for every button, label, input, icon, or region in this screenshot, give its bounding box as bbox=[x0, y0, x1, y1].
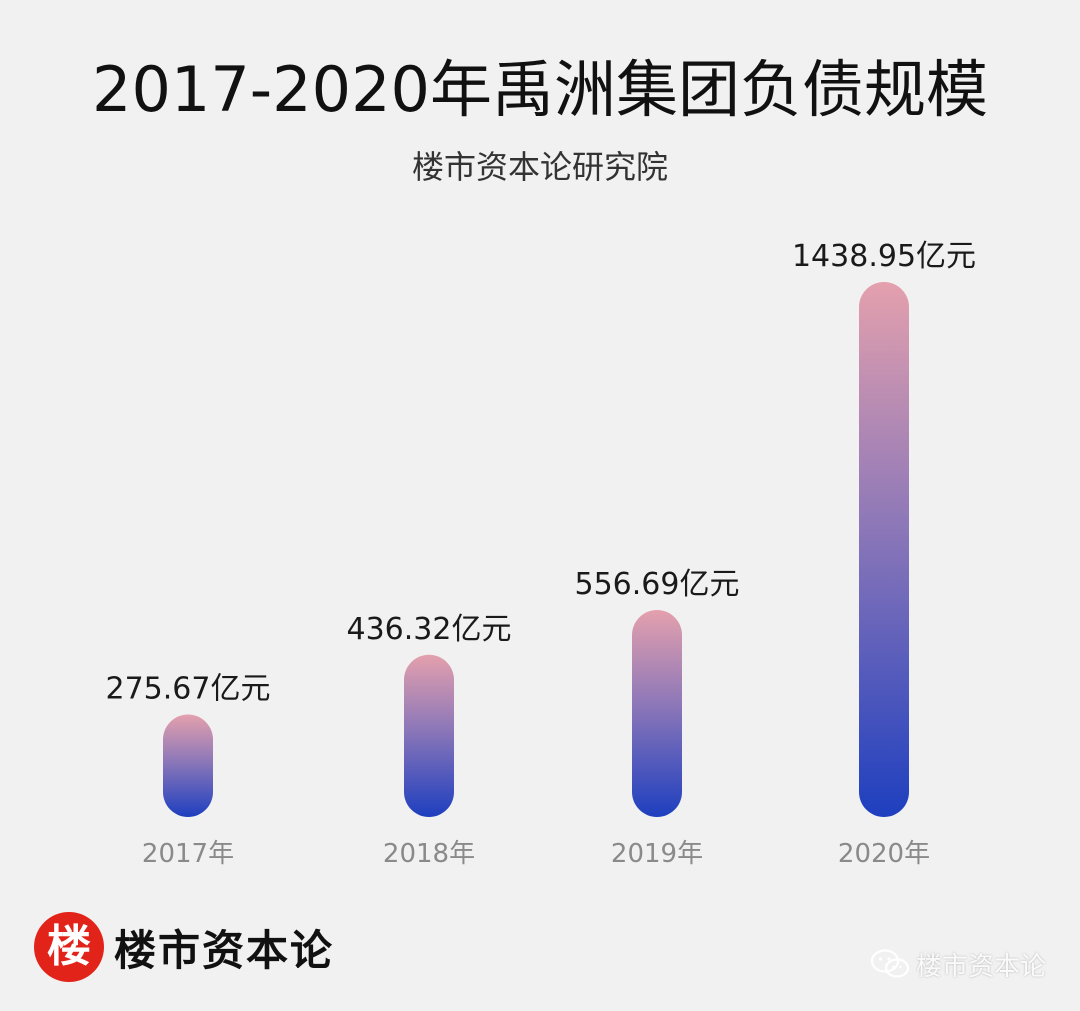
brand-name: 楼市资本论 bbox=[114, 925, 335, 975]
value-label: 556.69亿元 bbox=[575, 567, 740, 602]
wechat-icon bbox=[870, 949, 910, 978]
bar-2019年 bbox=[632, 610, 682, 817]
bar-2018年 bbox=[404, 654, 454, 817]
brand-badge: 楼 bbox=[34, 912, 104, 982]
bar-chart: 275.67亿元 2017年 436.32亿元 2018年 556.69亿元 2019年 1… bbox=[106, 239, 977, 869]
chart-subtitle: 楼市资本论研究院 bbox=[411, 148, 668, 186]
value-label: 436.32亿元 bbox=[347, 612, 512, 647]
value-label: 275.67亿元 bbox=[106, 672, 271, 707]
category-label: 2017年 bbox=[142, 839, 234, 869]
watermark-text: 楼市资本论 bbox=[915, 951, 1046, 982]
category-label: 2018年 bbox=[383, 839, 475, 869]
bar-2017年 bbox=[163, 714, 213, 817]
brand-logo: 楼 楼市资本论 bbox=[34, 912, 334, 982]
bar-2020年 bbox=[859, 282, 909, 817]
category-label: 2020年 bbox=[838, 839, 930, 869]
value-label: 1438.95亿元 bbox=[792, 239, 976, 274]
category-label: 2019年 bbox=[611, 839, 703, 869]
wechat-watermark: 楼市资本论 bbox=[870, 946, 1046, 982]
chart-title: 2017-2020年禹洲集团负债规模 bbox=[92, 53, 988, 126]
